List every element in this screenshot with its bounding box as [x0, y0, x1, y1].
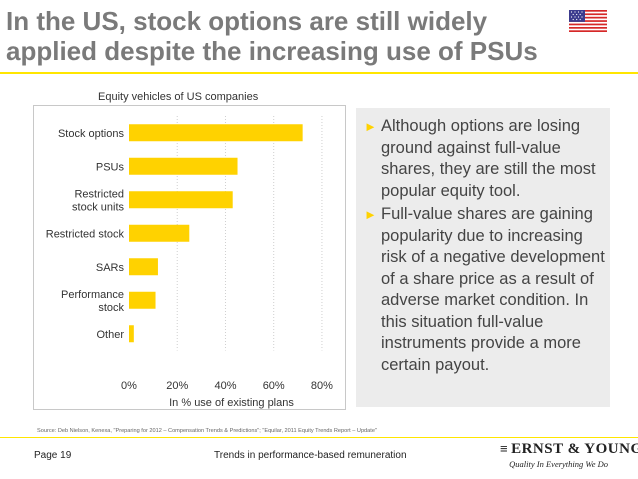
category-label: SARs: [96, 262, 125, 274]
logo-tagline: Quality In Everything We Do: [509, 459, 608, 469]
category-label: Other: [96, 329, 124, 341]
footer-title: Trends in performance-based remuneration: [214, 450, 407, 461]
bar-chart: Stock options PSUs Restricted stock units Re…: [46, 116, 333, 409]
source-note: Source: Deb Nielson, Kenexa, "Preparing …: [37, 428, 377, 434]
bar: [129, 124, 303, 142]
x-tick-label: 60%: [263, 380, 285, 392]
category-label: PSUs: [96, 161, 125, 173]
bar: [129, 291, 156, 309]
title-line-2: applied despite the increasing use of PS…: [6, 36, 538, 66]
bar: [129, 258, 158, 276]
bar: [129, 191, 233, 209]
x-tick-label: 0%: [121, 380, 137, 392]
footer-divider: [0, 437, 638, 438]
logo-brand-text: ERNST & YOUNG: [511, 441, 638, 457]
bullet-text: Although options are losing ground again…: [381, 117, 596, 200]
category-label: Restricted stock units: [72, 188, 124, 213]
bar: [129, 157, 238, 175]
x-tick-label: 40%: [214, 380, 236, 392]
bullet-item: ► Full-value shares are gaining populari…: [364, 204, 606, 376]
bullet-item: ► Although options are losing ground aga…: [364, 116, 606, 202]
us-flag-icon: [569, 10, 607, 32]
company-logo: ≡ ERNST & YOUNG Quality In Everything We …: [500, 441, 638, 473]
ey-mark-icon: ≡: [500, 441, 509, 456]
bar: [129, 325, 134, 343]
category-label: Performance stock: [61, 289, 124, 314]
chart-title: Equity vehicles of US companies: [98, 91, 259, 103]
triangle-bullet-icon: ►: [364, 119, 377, 134]
header-divider: [0, 72, 638, 74]
category-label: Stock options: [58, 128, 125, 140]
page-title: In the US, stock options are still widel…: [6, 6, 576, 66]
chart-container: Stock options PSUs Restricted stock units Re…: [33, 105, 346, 410]
triangle-bullet-icon: ►: [364, 207, 377, 222]
page-number: Page 19: [34, 450, 72, 461]
category-label: Restricted stock: [46, 228, 125, 240]
bullet-text: Full-value shares are gaining popularity…: [381, 205, 605, 374]
bar: [129, 224, 190, 242]
title-line-1: In the US, stock options are still widel…: [6, 6, 488, 36]
x-axis-label: In % use of existing plans: [169, 397, 294, 409]
x-tick-label: 20%: [166, 380, 188, 392]
bullet-panel: ► Although options are losing ground aga…: [356, 108, 610, 407]
x-tick-label: 80%: [311, 380, 333, 392]
